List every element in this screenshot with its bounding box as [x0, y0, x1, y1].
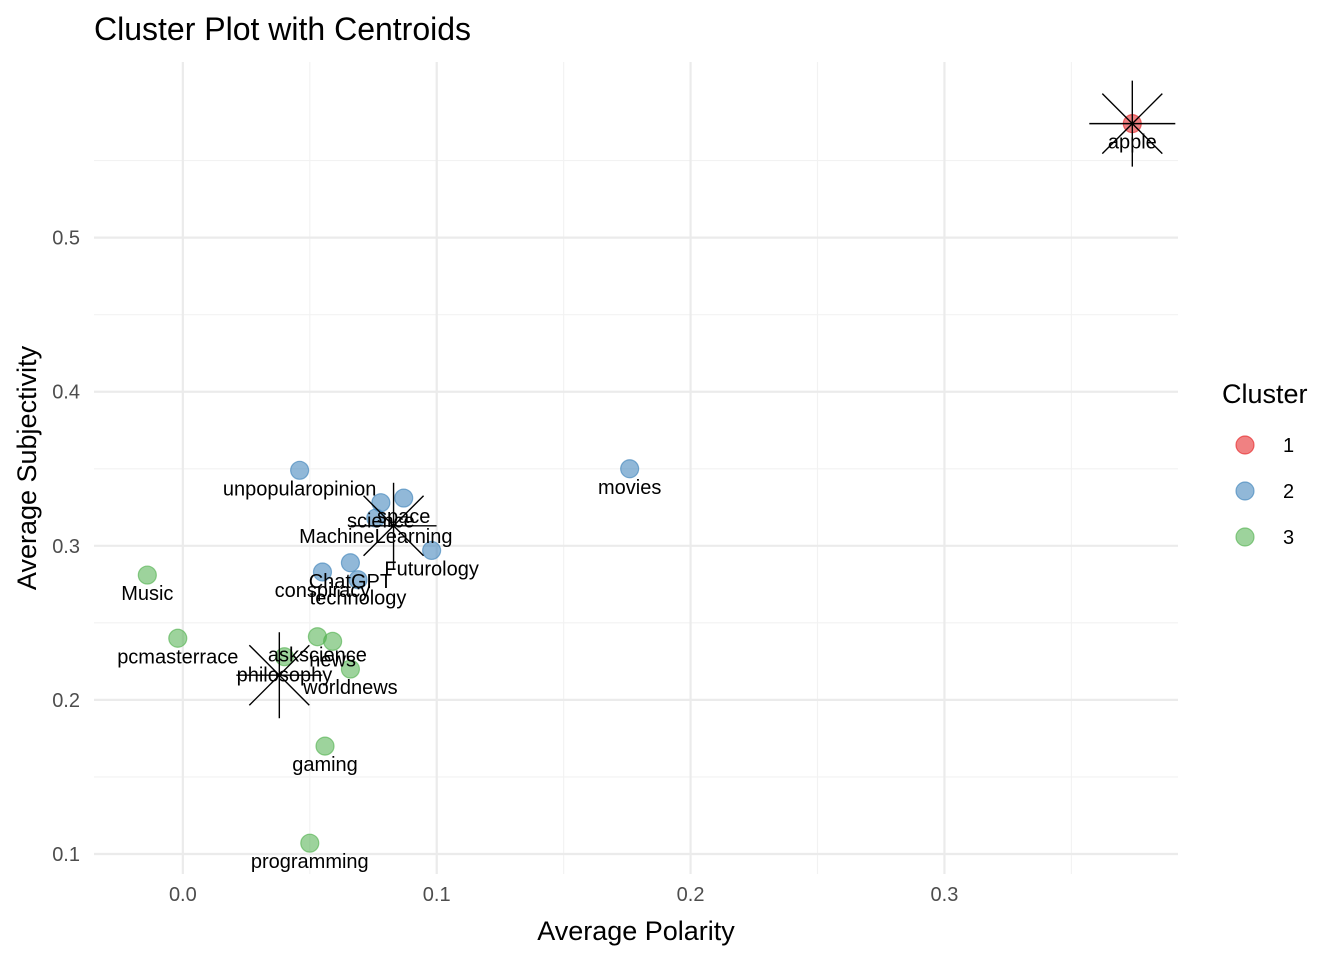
x-tick-label: 0.3	[931, 884, 959, 906]
legend-label-1: 1	[1283, 435, 1294, 457]
point-label-unpopularopinion: unpopularopinion	[223, 478, 376, 500]
point-label-movies: movies	[598, 477, 661, 499]
point-label-programming: programming	[251, 851, 369, 873]
data-point-news	[323, 631, 343, 651]
legend-entries: 1 2 3	[1235, 435, 1294, 549]
x-axis-title: Average Polarity	[537, 916, 735, 946]
point-label-Music: Music	[121, 583, 173, 605]
point-label-worldnews: worldnews	[302, 677, 397, 699]
data-point-worldnews	[340, 659, 361, 679]
legend-label-2: 2	[1283, 481, 1294, 503]
x-tick-label: 0.2	[677, 884, 705, 906]
x-tick-label: 0.0	[169, 884, 197, 906]
y-tick-label: 0.1	[52, 844, 80, 866]
data-point-MachineLearning	[366, 508, 386, 528]
point-label-askscience: askscience	[268, 645, 367, 667]
point-label-space: space	[377, 506, 430, 528]
legend: Cluster 1 2 3	[1222, 379, 1308, 549]
data-point-movies	[620, 459, 640, 479]
y-tick-label: 0.4	[52, 382, 80, 404]
data-point-pcmasterrace	[168, 628, 188, 648]
legend-swatch-2	[1235, 481, 1255, 501]
legend-title: Cluster	[1222, 379, 1308, 409]
data-point-Music	[137, 565, 157, 585]
data-point-technology	[348, 570, 368, 590]
data-point-ChatGPT	[340, 553, 361, 573]
centroid-cluster-1	[1089, 80, 1176, 167]
y-tick-label: 0.2	[52, 690, 80, 712]
centroid-cluster-3	[236, 632, 323, 719]
point-label-philosophy: philosophy	[237, 665, 333, 687]
data-points	[137, 114, 1142, 853]
data-point-Futurology	[422, 540, 442, 561]
legend-swatch-1	[1235, 435, 1255, 455]
data-point-space	[394, 488, 414, 508]
grid	[94, 62, 1178, 874]
point-label-technology: technology	[310, 588, 407, 610]
data-point-programming	[300, 833, 320, 853]
axis-ticks: 0.0 0.1 0.2 0.3 0.1 0.2 0.3 0.4 0.5	[52, 228, 958, 906]
y-tick-label: 0.5	[52, 228, 80, 250]
data-point-unpopularopinion	[290, 460, 310, 480]
point-label-MachineLearning: MachineLearning	[299, 526, 452, 548]
chart-title: Cluster Plot with Centroids	[94, 11, 471, 47]
x-tick-label: 0.1	[423, 884, 451, 906]
point-label-ChatGPT: ChatGPT	[309, 571, 392, 593]
y-tick-label: 0.3	[52, 536, 80, 558]
legend-label-3: 3	[1283, 527, 1294, 549]
legend-swatch-3	[1235, 527, 1255, 547]
point-label-apple: apple	[1108, 132, 1157, 154]
point-label-conspiracy: conspiracy	[275, 580, 371, 602]
data-point-gaming	[315, 736, 335, 756]
point-label-pcmasterrace: pcmasterrace	[117, 646, 238, 668]
data-point-conspiracy	[312, 562, 333, 582]
y-axis-title: Average Subjectivity	[12, 345, 42, 590]
centroid-cluster-2	[350, 482, 437, 569]
centroids	[236, 80, 1176, 719]
point-label-gaming: gaming	[292, 754, 358, 776]
point-label-news: news	[309, 649, 356, 671]
point-label-Futurology: Futurology	[384, 558, 479, 580]
point-label-science: science	[347, 511, 415, 533]
